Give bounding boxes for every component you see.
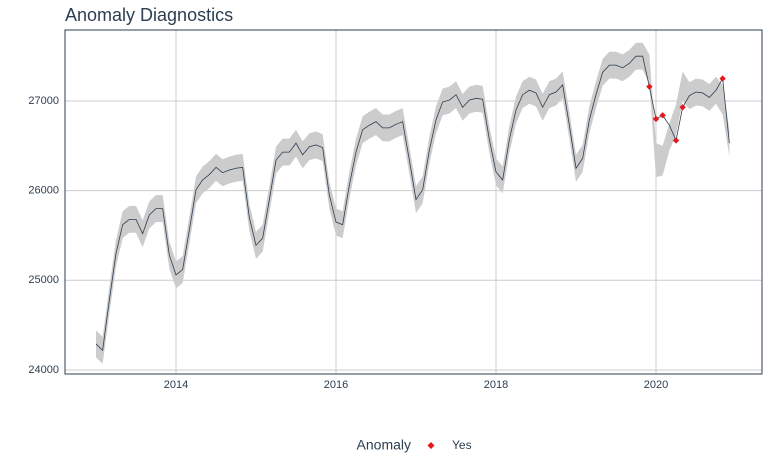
line bbox=[95, 55, 730, 352]
y-tick-label: 24000 bbox=[28, 364, 59, 376]
anomaly-point bbox=[672, 137, 680, 144]
chart-title: Anomaly Diagnostics bbox=[65, 5, 233, 25]
anomaly-point bbox=[652, 115, 660, 123]
y-tick-label: 25000 bbox=[28, 274, 59, 286]
anomaly-point bbox=[659, 112, 666, 119]
x-tick-label: 2016 bbox=[324, 379, 348, 391]
y-tick-label: 27000 bbox=[28, 95, 59, 107]
anomaly-point bbox=[679, 104, 686, 111]
y-tick-label: 26000 bbox=[28, 185, 59, 197]
anomaly-point bbox=[646, 83, 653, 90]
legend-title: Anomaly bbox=[357, 437, 411, 453]
band bbox=[96, 42, 730, 364]
x-tick-label: 2014 bbox=[164, 379, 188, 391]
anomaly-point bbox=[719, 75, 726, 82]
x-tick-label: 2018 bbox=[484, 379, 508, 391]
panel-border bbox=[64, 29, 763, 375]
legend-label: Yes bbox=[452, 438, 472, 452]
x-tick-label: 2020 bbox=[644, 379, 668, 391]
legend-marker bbox=[427, 442, 435, 449]
